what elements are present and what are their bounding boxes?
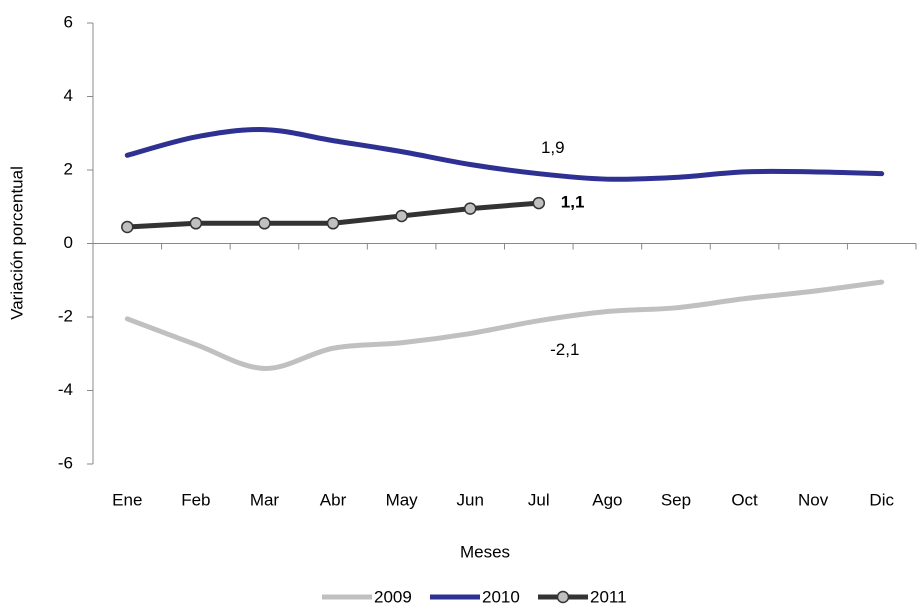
y-tick-label: -2 — [58, 306, 73, 325]
point — [258, 217, 271, 230]
x-tick-label: Nov — [798, 490, 829, 509]
point — [326, 217, 340, 230]
x-tick-label: Feb — [181, 490, 210, 509]
legend-label: 2009 — [374, 587, 412, 606]
x-tick-label: Abr — [320, 490, 347, 509]
x-tick-label: Oct — [731, 490, 758, 509]
x-tick-label: Dic — [869, 490, 894, 509]
point — [463, 202, 477, 215]
x-tick-label: Ene — [112, 490, 142, 509]
y-tick-label: -6 — [58, 453, 73, 472]
x-tick-label: May — [386, 490, 419, 509]
legend-marker — [556, 590, 570, 604]
point — [395, 209, 408, 223]
data-label: 1,9 — [541, 138, 565, 157]
data-label: 1,1 — [561, 193, 585, 212]
point — [189, 217, 203, 230]
series-line — [124, 279, 885, 371]
x-tick-label: Sep — [661, 490, 691, 509]
x-tick-label: Jul — [528, 490, 550, 509]
point — [532, 196, 546, 210]
x-tick-label: Ago — [592, 490, 622, 509]
legend-label: 2010 — [482, 587, 520, 606]
x-tick-label: Mar — [250, 490, 280, 509]
y-tick-label: -4 — [58, 380, 73, 399]
y-axis-title: Variación porcentual — [7, 166, 26, 320]
y-tick-label: 6 — [64, 12, 73, 31]
data-label: -2,1 — [550, 340, 579, 359]
point — [121, 220, 134, 234]
y-tick-label: 4 — [64, 86, 73, 105]
series-line — [124, 127, 885, 182]
legend-label: 2011 — [590, 587, 627, 606]
x-axis-title: Meses — [460, 542, 510, 561]
y-tick-label: 0 — [64, 233, 73, 252]
x-tick-label: Jun — [456, 490, 483, 509]
y-tick-label: 2 — [64, 159, 73, 178]
